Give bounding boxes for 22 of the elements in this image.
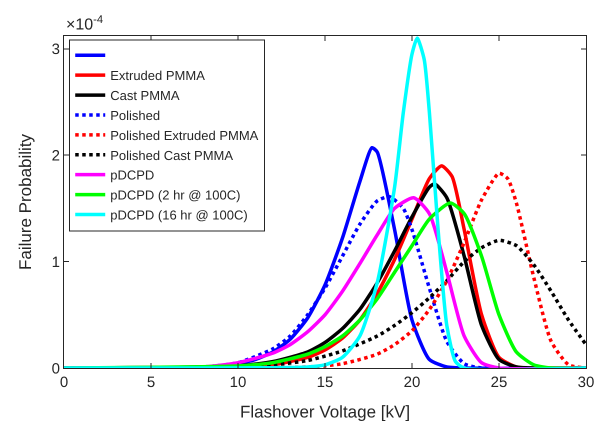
legend-label: Polished Cast PMMA	[110, 148, 234, 163]
legend-label: pDCPD (16 hr @ 100C)	[110, 208, 248, 223]
x-tick-label: 20	[404, 374, 420, 391]
legend-label: Extruded PMMA	[110, 68, 206, 84]
x-tick-label: 25	[490, 374, 508, 391]
x-tick-label: 30	[578, 374, 594, 391]
x-axis-title: Flashover Voltage [kV]	[240, 402, 410, 422]
text: ×10$^{-4}$	[66, 14, 104, 34]
legend-label: Polished Extruded PMMA	[110, 128, 259, 143]
x-tick-label: 10	[230, 374, 246, 391]
legend-label: Polished	[110, 108, 160, 124]
legend-label: Cast PMMA	[110, 88, 180, 104]
legend-label: pDCPD	[110, 168, 154, 183]
y-tick-label: 0	[52, 360, 60, 378]
y-axis-title: Failure Probability	[16, 133, 36, 270]
x-tick-label: 5	[146, 374, 156, 391]
legend-label: pDCPD (2 hr @ 100C)	[110, 188, 240, 203]
y-tick-label: 1	[52, 254, 60, 271]
y-tick-label: 3	[52, 41, 60, 58]
y-tick-label: 2	[52, 147, 60, 164]
x-tick-label: 15	[316, 374, 334, 391]
line-series	[64, 36, 586, 368]
